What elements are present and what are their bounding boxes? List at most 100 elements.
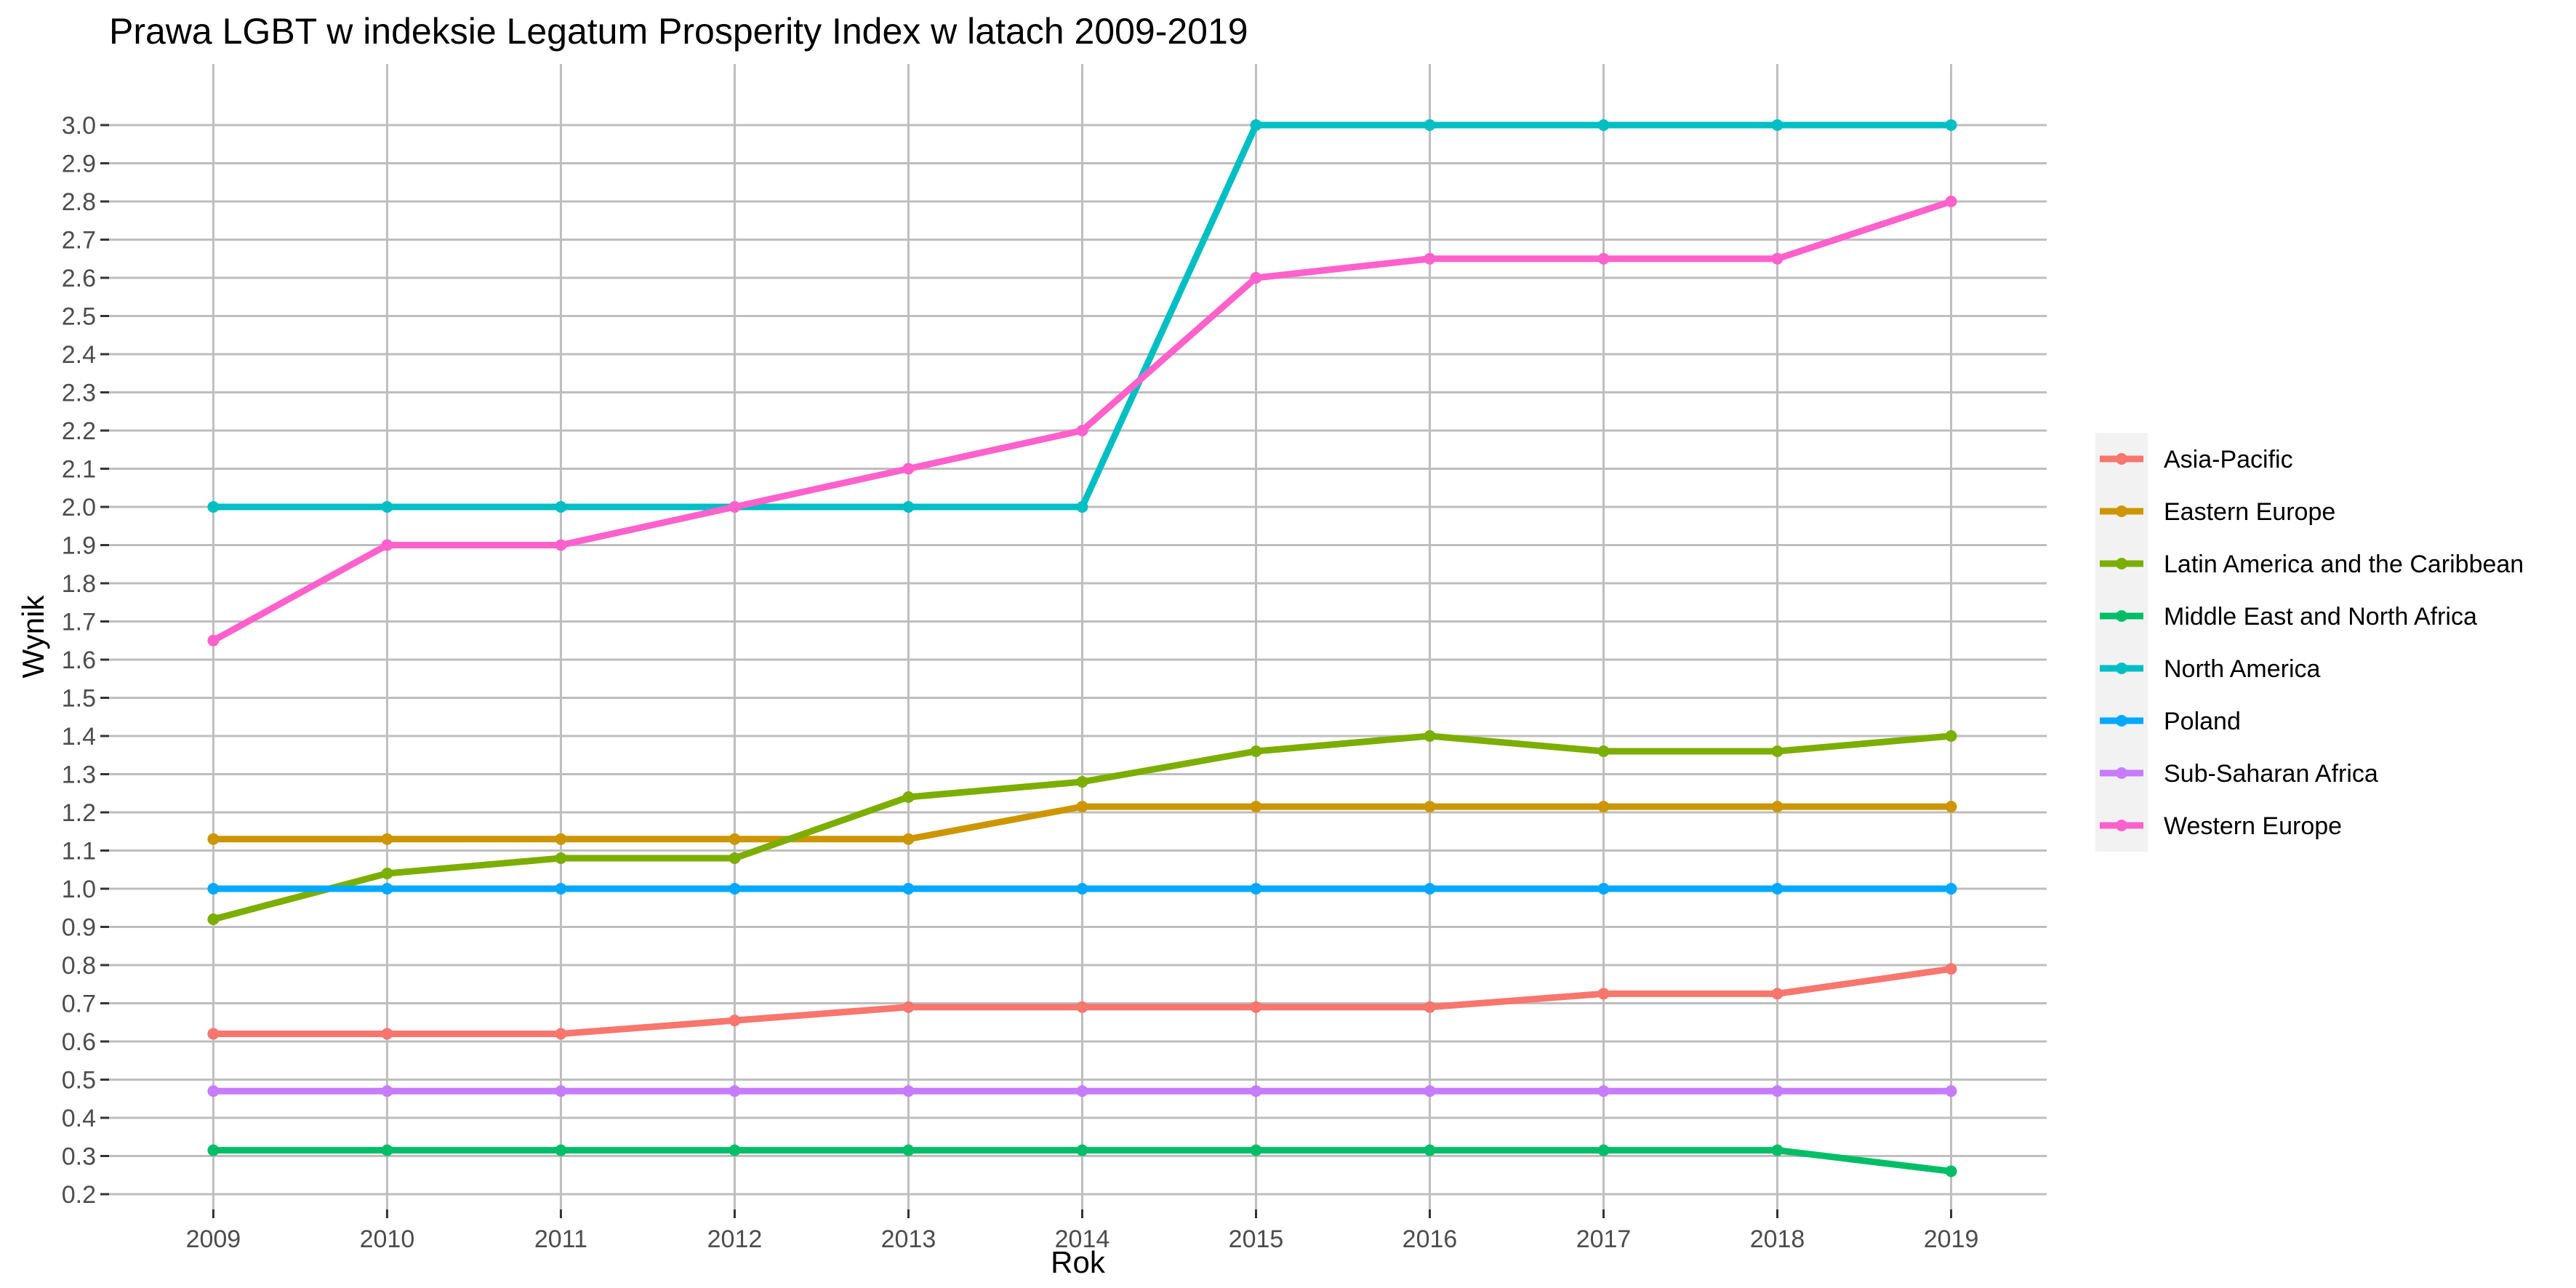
y-tick-label: 0.6 bbox=[62, 1028, 96, 1056]
data-point bbox=[1597, 119, 1610, 131]
y-tick-label: 1.6 bbox=[62, 647, 96, 674]
data-point bbox=[1945, 883, 1957, 895]
data-point bbox=[207, 913, 220, 925]
y-tick-label: 0.2 bbox=[62, 1181, 96, 1209]
data-point bbox=[555, 1144, 567, 1156]
data-point bbox=[1597, 883, 1610, 895]
data-point bbox=[902, 833, 915, 845]
data-point bbox=[207, 1085, 220, 1097]
plot-panel bbox=[109, 64, 2047, 1209]
legend-key-point bbox=[2116, 558, 2127, 569]
legend-key-point bbox=[2116, 453, 2127, 465]
data-point bbox=[207, 1028, 220, 1040]
legend-key-point bbox=[2116, 715, 2127, 727]
y-tick-label: 0.9 bbox=[62, 914, 96, 942]
data-point bbox=[1250, 1085, 1262, 1097]
data-point bbox=[1771, 1085, 1783, 1097]
data-point bbox=[1771, 119, 1783, 131]
data-point bbox=[1250, 801, 1262, 813]
legend-label: Western Europe bbox=[2164, 812, 2342, 840]
data-point bbox=[1597, 1085, 1610, 1097]
legend-label: Poland bbox=[2164, 708, 2241, 735]
data-point bbox=[1250, 1144, 1262, 1156]
legend-label: Latin America and the Caribbean bbox=[2164, 551, 2524, 578]
data-point bbox=[207, 883, 220, 895]
data-point bbox=[555, 539, 567, 551]
data-point bbox=[555, 883, 567, 895]
legend-key-point bbox=[2116, 505, 2127, 517]
y-tick-label: 2.3 bbox=[62, 380, 96, 407]
data-point bbox=[1945, 963, 1957, 975]
data-point bbox=[902, 1144, 915, 1156]
data-point bbox=[1250, 272, 1262, 284]
data-point bbox=[902, 1085, 915, 1097]
y-tick-label: 2.1 bbox=[62, 456, 96, 484]
data-point bbox=[1945, 730, 1957, 742]
y-tick-label: 0.5 bbox=[62, 1067, 96, 1095]
legend-key-point bbox=[2116, 610, 2127, 622]
data-point bbox=[1945, 119, 1957, 131]
legend-label: Middle East and North Africa bbox=[2164, 603, 2477, 631]
y-tick-label: 0.8 bbox=[62, 952, 96, 980]
data-point bbox=[1076, 801, 1088, 813]
y-tick-label: 1.3 bbox=[62, 761, 96, 789]
x-tick-label: 2017 bbox=[1576, 1225, 1632, 1253]
y-tick-label: 0.3 bbox=[62, 1143, 96, 1171]
y-tick-label: 1.4 bbox=[62, 723, 96, 751]
x-tick-label: 2013 bbox=[881, 1225, 936, 1253]
data-point bbox=[381, 1144, 393, 1156]
data-point bbox=[207, 501, 220, 513]
y-tick-label: 2.8 bbox=[62, 188, 96, 216]
data-point bbox=[1424, 883, 1436, 895]
y-tick-label: 2.2 bbox=[62, 417, 96, 445]
data-point bbox=[1424, 801, 1436, 813]
data-point bbox=[1424, 1144, 1436, 1156]
data-point bbox=[1771, 801, 1783, 813]
data-point bbox=[1597, 988, 1610, 1000]
data-point bbox=[1250, 745, 1262, 757]
y-tick-label: 2.7 bbox=[62, 227, 96, 255]
legend-label: Asia-Pacific bbox=[2164, 446, 2293, 473]
data-point bbox=[1771, 883, 1783, 895]
y-tick-label: 1.9 bbox=[62, 532, 96, 560]
data-point bbox=[207, 634, 220, 647]
data-point bbox=[381, 883, 393, 895]
x-tick-label: 2009 bbox=[186, 1225, 241, 1253]
y-axis-title: Wynik bbox=[16, 595, 50, 679]
y-tick-label: 2.6 bbox=[62, 265, 96, 292]
data-point bbox=[1597, 252, 1610, 265]
data-point bbox=[381, 1028, 393, 1040]
data-point bbox=[1076, 425, 1088, 436]
x-axis-ticks: 2009 2010 2011 2012 2013 2014 2015 2016 2017 2018… bbox=[186, 1209, 1979, 1253]
data-point bbox=[1076, 1001, 1088, 1013]
chart-title: Prawa LGBT w indeksie Legatum Prosperity… bbox=[109, 11, 1248, 52]
data-point bbox=[729, 1085, 741, 1097]
data-point bbox=[729, 883, 741, 895]
x-tick-label: 2016 bbox=[1403, 1225, 1458, 1253]
legend-label: North America bbox=[2164, 655, 2320, 683]
data-point bbox=[1945, 801, 1957, 813]
y-tick-label: 2.9 bbox=[62, 151, 96, 178]
data-point bbox=[1076, 1085, 1088, 1097]
data-point bbox=[1424, 252, 1436, 265]
x-tick-label: 2019 bbox=[1924, 1225, 1979, 1253]
data-point bbox=[1771, 1144, 1783, 1156]
x-tick-label: 2012 bbox=[707, 1225, 763, 1253]
y-tick-label: 2.5 bbox=[62, 303, 96, 331]
legend-key-point bbox=[2116, 663, 2127, 674]
y-tick-label: 0.7 bbox=[62, 991, 96, 1018]
data-point bbox=[729, 1144, 741, 1156]
data-point bbox=[381, 833, 393, 845]
data-point bbox=[1250, 119, 1262, 131]
y-axis-ticks: 0.2 0.3 0.4 0.5 0.6 0.7 0.8 0.9 1.0 1.1 1.2 1.3 1.4 1… bbox=[62, 112, 109, 1209]
data-point bbox=[555, 501, 567, 513]
data-point bbox=[1250, 1001, 1262, 1013]
data-point bbox=[381, 539, 393, 551]
x-tick-label: 2014 bbox=[1055, 1225, 1110, 1253]
legend: Asia-Pacific Eastern Europe Latin America … bbox=[2095, 433, 2524, 852]
data-point bbox=[1771, 252, 1783, 265]
data-point bbox=[902, 463, 915, 475]
data-point bbox=[1597, 745, 1610, 757]
data-point bbox=[207, 1144, 220, 1156]
